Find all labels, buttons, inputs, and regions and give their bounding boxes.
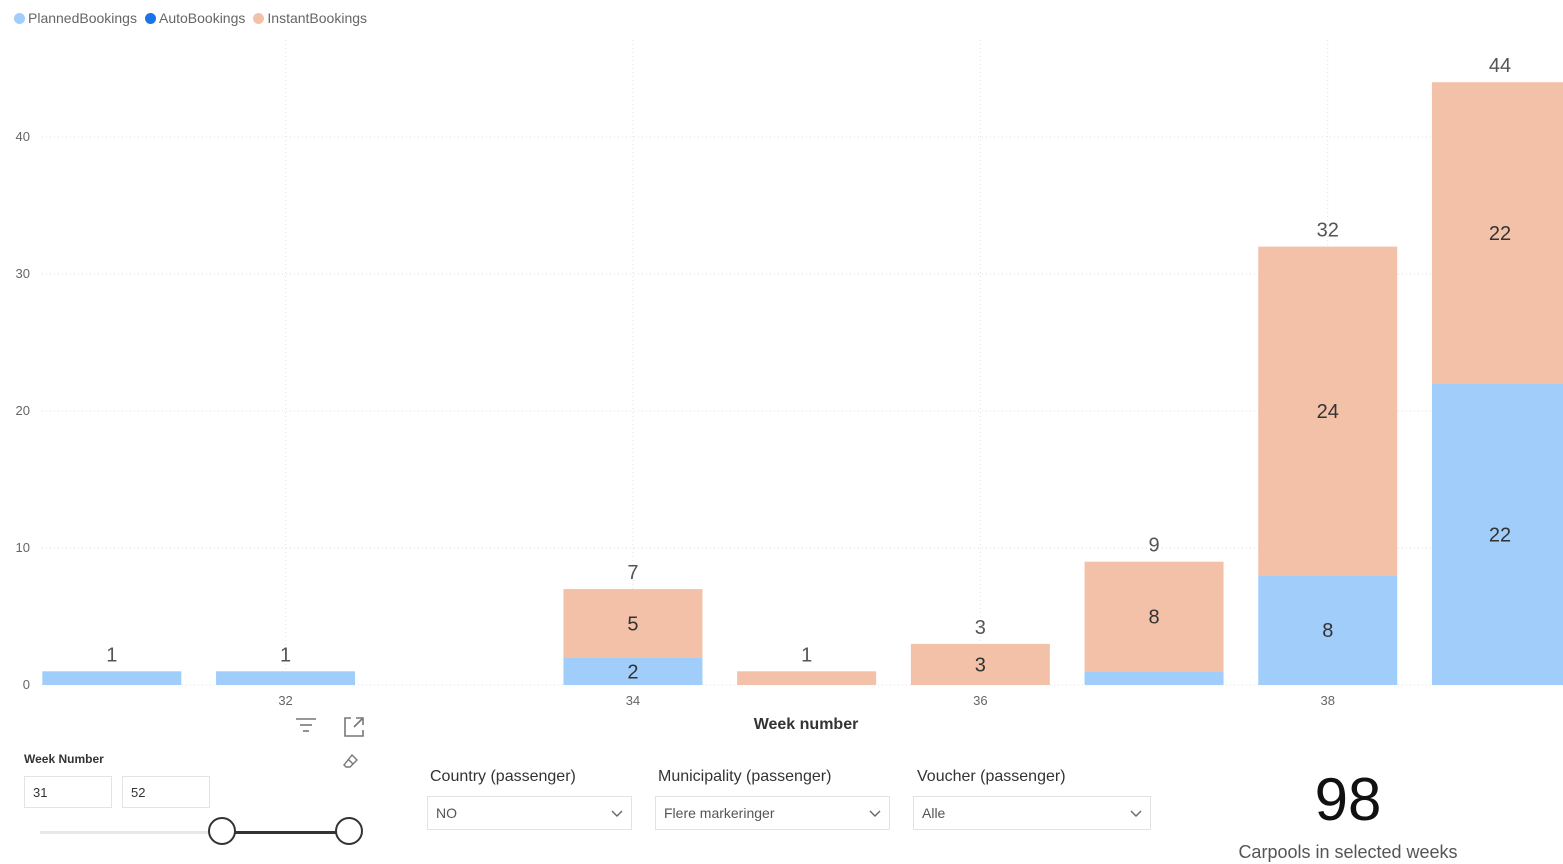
- bar-segment: [216, 671, 356, 685]
- y-tick-label: 40: [16, 129, 30, 144]
- chevron-down-icon: [611, 810, 623, 817]
- voucher-filter-label: Voucher (passenger): [917, 768, 1066, 785]
- municipality-filter-label: Municipality (passenger): [658, 768, 832, 785]
- x-tick-label: 38: [1321, 693, 1335, 708]
- y-tick-label: 10: [16, 540, 30, 555]
- data-label: 5: [627, 613, 638, 635]
- legend-label: PlannedBookings: [28, 10, 137, 26]
- legend-item[interactable]: InstantBookings: [253, 10, 367, 26]
- legend-label: AutoBookings: [158, 10, 246, 26]
- total-label: 32: [1317, 220, 1339, 242]
- voucher-dropdown[interactable]: Alle: [913, 796, 1151, 830]
- bar-segment: [1431, 82, 1563, 384]
- data-label: 22: [1489, 524, 1511, 546]
- legend-item[interactable]: AutoBookings: [144, 10, 246, 26]
- bar-segment: [737, 671, 877, 685]
- week-slider-max-handle[interactable]: [335, 817, 363, 845]
- total-label: 7: [627, 562, 638, 584]
- y-tick-label: 0: [23, 677, 30, 692]
- kpi-value: 98: [1314, 766, 1382, 833]
- x-tick-label: 34: [626, 693, 640, 708]
- bar-segment: [42, 671, 182, 685]
- bookings-chart: 0 10 20 30 40 1 1 32 2 5 7 34 1 3 3 36 8 9 8 24 32 38 22 22 44 We…: [16, 40, 1563, 733]
- total-label: 1: [280, 644, 291, 666]
- voucher-dropdown-value: Alle: [922, 805, 946, 821]
- y-tick-label: 20: [16, 403, 30, 418]
- municipality-dropdown-value: Flere markeringer: [664, 805, 775, 821]
- data-label: 24: [1317, 401, 1339, 423]
- bar-segment: [563, 657, 703, 685]
- week-slider-min-handle[interactable]: [208, 817, 236, 845]
- country-dropdown[interactable]: NO: [427, 796, 632, 830]
- week-slider-track[interactable]: [40, 831, 350, 834]
- data-label: 22: [1489, 223, 1511, 245]
- chevron-down-icon: [869, 810, 881, 817]
- bar-segment: [1258, 575, 1398, 685]
- data-label: 8: [1148, 607, 1159, 629]
- total-label: 9: [1148, 535, 1159, 557]
- total-label: 1: [801, 644, 812, 666]
- week-slider-range: [222, 831, 349, 834]
- week-max-input[interactable]: [122, 776, 210, 808]
- country-filter-label: Country (passenger): [430, 768, 576, 785]
- legend-marker: [253, 12, 265, 24]
- bar-segment: [1084, 561, 1224, 672]
- country-dropdown-value: NO: [436, 805, 457, 821]
- focus-mode-icon[interactable]: [341, 714, 367, 740]
- legend-marker: [14, 12, 25, 24]
- data-label: 8: [1322, 620, 1333, 642]
- municipality-dropdown[interactable]: Flere markeringer: [655, 796, 890, 830]
- y-tick-label: 30: [16, 266, 30, 281]
- x-tick-label: 36: [973, 693, 987, 708]
- total-label: 44: [1489, 55, 1511, 77]
- data-label: 2: [627, 661, 638, 683]
- bar-segment: [563, 589, 703, 658]
- total-label: 3: [975, 617, 986, 639]
- kpi-label: Carpools in selected weeks: [1238, 842, 1458, 862]
- eraser-icon[interactable]: [338, 748, 364, 774]
- legend-marker: [144, 12, 156, 24]
- x-axis-title: Week number: [754, 716, 859, 733]
- bar-segment: [1084, 671, 1224, 685]
- total-label: 1: [106, 644, 117, 666]
- week-min-input[interactable]: [24, 776, 112, 808]
- legend-label: InstantBookings: [267, 10, 368, 26]
- week-number-slicer-title: Week Number: [24, 752, 104, 766]
- bar-segment: [1431, 383, 1563, 685]
- legend-item[interactable]: PlannedBookings: [14, 10, 137, 26]
- bar-segment: [1258, 246, 1398, 576]
- x-tick-label: 32: [278, 693, 292, 708]
- data-label: 3: [975, 654, 986, 676]
- bar-segment: [910, 643, 1050, 685]
- chart-legend: PlannedBookings AutoBookings InstantBookin…: [14, 8, 367, 28]
- filter-icon[interactable]: [293, 713, 319, 739]
- chevron-down-icon: [1130, 810, 1142, 817]
